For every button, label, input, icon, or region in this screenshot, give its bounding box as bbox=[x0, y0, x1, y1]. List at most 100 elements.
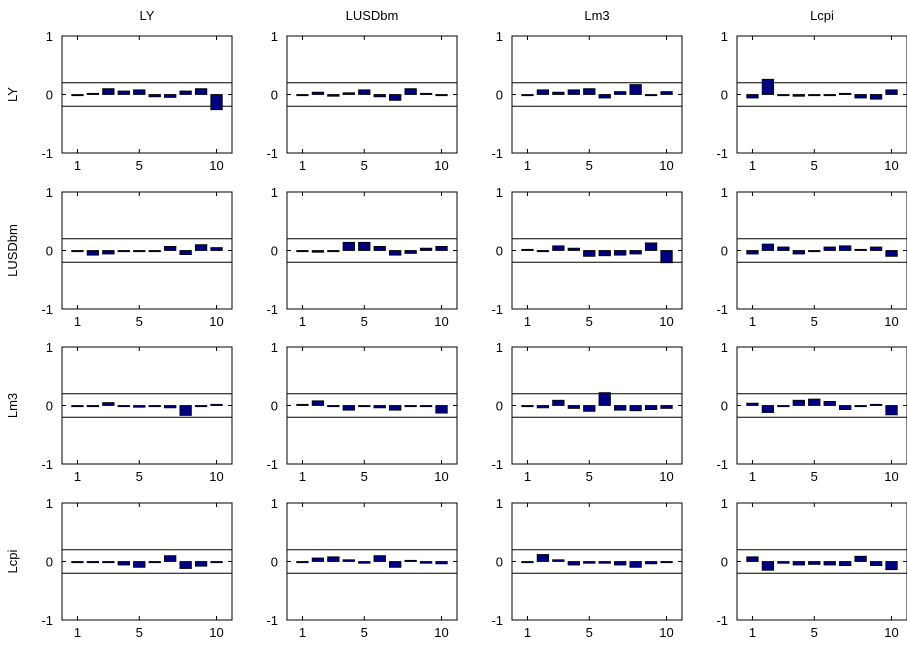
bar-r4c4-7 bbox=[839, 561, 852, 566]
y-tick-label-r2c3: 0 bbox=[496, 244, 503, 259]
y-tick-label-r1c3: 0 bbox=[496, 88, 503, 103]
bar-r3c2-5 bbox=[358, 405, 371, 408]
row-label-3: Lm3 bbox=[5, 393, 20, 418]
x-tick-label-r4c1: 5 bbox=[136, 625, 143, 640]
bar-r2c3-7 bbox=[614, 250, 627, 256]
bar-r2c2-9 bbox=[419, 247, 433, 251]
bar-r2c2-7 bbox=[389, 250, 402, 256]
x-tick-label-r3c1: 10 bbox=[209, 469, 223, 484]
bar-r1c2-6 bbox=[373, 94, 386, 98]
y-tick-label-r3c2: 1 bbox=[271, 340, 278, 355]
bar-r3c3-2 bbox=[536, 405, 550, 409]
bar-r2c1-9 bbox=[194, 244, 208, 251]
y-tick-label-r4c3: -1 bbox=[491, 613, 503, 628]
bar-r3c2-3 bbox=[327, 405, 340, 408]
bar-r1c2-5 bbox=[358, 89, 371, 95]
bar-r4c4-3 bbox=[777, 561, 790, 564]
y-tick-label-r3c4: 1 bbox=[721, 340, 728, 355]
bar-r3c1-6 bbox=[148, 405, 161, 408]
bar-r3c3-7 bbox=[614, 405, 627, 411]
bar-r3c3-6 bbox=[598, 392, 611, 406]
x-tick-label-r1c1: 10 bbox=[209, 158, 223, 173]
bar-r4c1-5 bbox=[133, 561, 146, 568]
bar-r3c4-6 bbox=[823, 401, 836, 406]
bar-r4c3-8 bbox=[629, 561, 642, 568]
y-tick-label-r1c1: -1 bbox=[41, 146, 53, 161]
bar-r2c1-7 bbox=[164, 246, 177, 251]
bar-r3c2-9 bbox=[419, 405, 433, 408]
y-tick-label-r2c2: 1 bbox=[271, 185, 278, 200]
bar-r3c2-8 bbox=[404, 405, 417, 408]
y-tick-label-r1c2: 0 bbox=[271, 88, 278, 103]
bar-r1c4-9 bbox=[869, 94, 883, 100]
bar-r1c3-5 bbox=[583, 88, 596, 95]
bar-r2c3-10 bbox=[660, 250, 673, 264]
y-tick-label-r1c2: -1 bbox=[266, 146, 278, 161]
bar-r2c1-8 bbox=[179, 250, 192, 255]
bar-r2c2-1 bbox=[296, 250, 309, 253]
bar-r1c4-7 bbox=[839, 92, 852, 95]
bar-r1c4-5 bbox=[808, 94, 821, 97]
bar-r4c3-1 bbox=[521, 561, 534, 564]
bar-r4c1-7 bbox=[164, 555, 177, 562]
y-tick-label-r4c4: -1 bbox=[716, 613, 728, 628]
column-title-1: LY bbox=[140, 8, 155, 23]
bar-r1c3-6 bbox=[598, 94, 611, 99]
bar-r4c2-10 bbox=[435, 561, 448, 565]
y-tick-label-r4c2: 1 bbox=[271, 496, 278, 511]
bar-r4c4-2 bbox=[761, 561, 775, 571]
bar-r4c4-9 bbox=[869, 561, 883, 566]
y-tick-label-r3c3: -1 bbox=[491, 457, 503, 472]
x-tick-label-r3c3: 1 bbox=[524, 469, 531, 484]
bar-r3c3-5 bbox=[583, 405, 596, 412]
x-tick-label-r2c1: 5 bbox=[136, 314, 143, 329]
y-tick-label-r1c3: 1 bbox=[496, 29, 503, 44]
bar-r4c1-3 bbox=[102, 561, 115, 564]
bar-r3c2-4 bbox=[342, 405, 355, 411]
bar-r1c3-8 bbox=[629, 84, 642, 95]
bar-r3c4-10 bbox=[885, 405, 898, 416]
bar-r1c3-2 bbox=[536, 89, 550, 95]
bar-r3c4-1 bbox=[746, 402, 759, 406]
x-tick-label-r1c3: 1 bbox=[524, 158, 531, 173]
x-tick-label-r3c3: 10 bbox=[659, 469, 673, 484]
bar-r1c1-2 bbox=[86, 92, 100, 95]
bar-r4c3-4 bbox=[567, 561, 580, 566]
bar-r1c4-1 bbox=[746, 94, 759, 99]
bar-r4c2-3 bbox=[327, 556, 340, 562]
bar-r4c1-10 bbox=[210, 561, 223, 564]
y-tick-label-r2c4: -1 bbox=[716, 302, 728, 317]
x-tick-label-r1c4: 1 bbox=[749, 158, 756, 173]
bar-r1c1-7 bbox=[164, 94, 177, 98]
bar-r4c3-5 bbox=[583, 561, 596, 564]
bar-r2c3-8 bbox=[629, 250, 642, 255]
x-tick-label-r2c3: 10 bbox=[659, 314, 673, 329]
x-tick-label-r4c3: 10 bbox=[659, 625, 673, 640]
bar-r2c4-3 bbox=[777, 246, 790, 251]
bar-r4c2-4 bbox=[342, 559, 355, 562]
bar-r2c2-3 bbox=[327, 250, 340, 253]
y-tick-label-r1c3: -1 bbox=[491, 146, 503, 161]
y-tick-label-r4c4: 0 bbox=[721, 555, 728, 570]
bar-r1c2-7 bbox=[389, 94, 402, 101]
x-tick-label-r3c3: 5 bbox=[586, 469, 593, 484]
bar-r3c3-1 bbox=[521, 405, 534, 408]
x-tick-label-r1c2: 1 bbox=[299, 158, 306, 173]
y-tick-label-r3c2: -1 bbox=[266, 457, 278, 472]
x-tick-label-r2c4: 1 bbox=[749, 314, 756, 329]
x-tick-label-r3c2: 10 bbox=[434, 469, 448, 484]
y-tick-label-r3c2: 0 bbox=[271, 399, 278, 414]
x-tick-label-r2c3: 5 bbox=[586, 314, 593, 329]
bar-r4c3-7 bbox=[614, 561, 627, 566]
bar-r1c1-3 bbox=[102, 88, 115, 95]
bar-r4c3-6 bbox=[598, 561, 611, 564]
y-tick-label-r3c1: 0 bbox=[46, 399, 53, 414]
bar-r2c1-6 bbox=[148, 250, 161, 253]
bar-r3c3-9 bbox=[644, 405, 658, 410]
row-label-4: Lcpi bbox=[5, 549, 20, 573]
bar-r2c3-6 bbox=[598, 250, 611, 257]
bar-r2c4-1 bbox=[746, 250, 759, 255]
bar-r3c4-2 bbox=[761, 405, 775, 413]
bar-r3c4-4 bbox=[792, 399, 805, 406]
bar-r1c4-8 bbox=[854, 94, 867, 99]
